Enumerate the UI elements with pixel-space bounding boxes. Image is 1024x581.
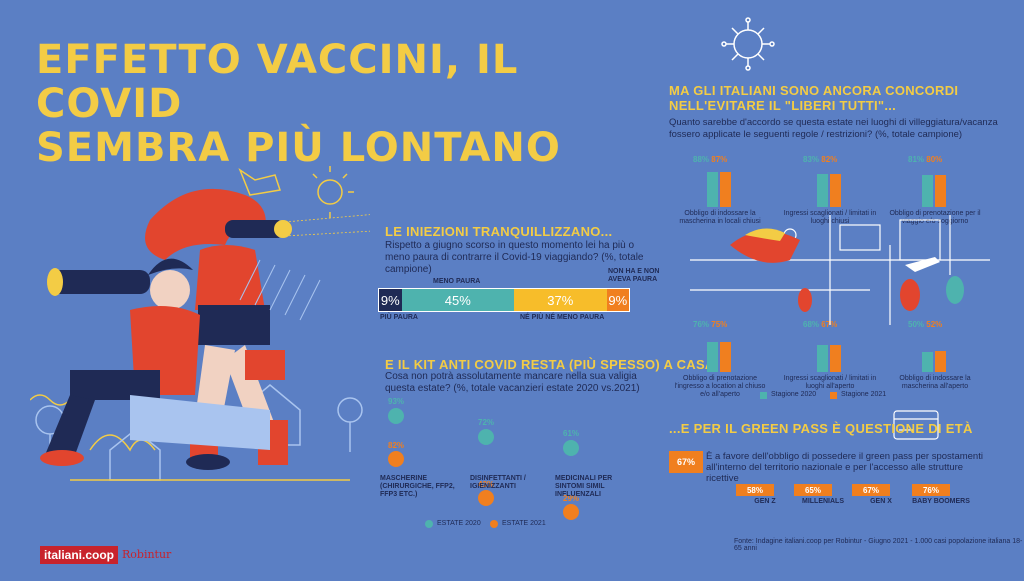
rules-values: 50% 52%: [908, 320, 943, 329]
legend-label-2021: ESTATE 2021: [502, 520, 546, 527]
rules-values: 76% 75%: [693, 320, 728, 329]
illustration-explorers: [30, 166, 370, 481]
rules-bar-2021: [830, 174, 841, 207]
kit-value-2021: 82%: [388, 441, 405, 450]
rules-legend-2020: Stagione 2020: [760, 391, 816, 399]
greenpass-group-label: GEN X: [870, 498, 892, 505]
kit-category-label: MASCHERINE (CHIRURGICHE, FFP2, FFP3 ETC.…: [380, 475, 455, 498]
rules-category-label: Obbligo di indossare la mascherina all'a…: [899, 375, 971, 390]
kit-legend-2020: ESTATE 2020: [425, 520, 481, 528]
rules-legend-2021: Stagione 2021: [830, 391, 886, 399]
rules-bar-2020: [922, 352, 933, 372]
greenpass-group-value: 58%: [736, 484, 774, 496]
rules-category-label: Obbligo di indossare la mascherina in lo…: [679, 210, 761, 225]
fear-stacked-bar: 9% 45% 37% 9%: [378, 288, 630, 312]
virus-icon: [721, 17, 775, 71]
kit-dot-2020: [478, 429, 494, 445]
greenpass-text: È a favore dell'obbligo di possedere il …: [706, 451, 983, 484]
rules-values: 81% 80%: [908, 155, 943, 164]
kit-dot-2020: [388, 408, 404, 424]
injections-question: Rispetto a giugno scorso in questo momen…: [385, 240, 644, 275]
kit-value-2020: 72%: [478, 418, 495, 427]
label-ne-piu-ne-meno: NÉ PIÙ NÉ MENO PAURA: [520, 314, 605, 321]
label-piu-paura: PIÙ PAURA: [380, 314, 418, 321]
kit-category-label: DISINFETTANTI / IGIENIZZANTI: [470, 475, 526, 490]
kit-value-2020: 93%: [388, 397, 405, 406]
rules-bar-2020: [922, 174, 933, 207]
greenpass-group-value: 76%: [912, 484, 950, 496]
legend-swatch-2020: [760, 391, 767, 399]
logo-italiani-coop: italiani.coop: [40, 546, 119, 564]
greenpass-heading: ...E PER IL GREEN PASS È QUESTIONE DI ET…: [669, 421, 973, 436]
kit-dot-2021: [563, 504, 579, 520]
kit-value-2020: 61%: [563, 429, 580, 438]
rules-question: Quanto sarebbe d'accordo se questa estat…: [669, 117, 998, 140]
fear-segment-3: 37%: [514, 289, 607, 311]
page-title: EFFETTO VACCINI, IL COVID SEMBRA PIÙ LON…: [36, 37, 561, 171]
kit-dot-2021: [388, 451, 404, 467]
kit-dot-2021: [478, 490, 494, 506]
map-illustration: [690, 215, 990, 325]
rules-values: 83% 82%: [803, 155, 838, 164]
kit-category-label: MEDICINALI PER SINTOMI SIMIL INFLUENZALI: [555, 475, 613, 498]
legend-label-season-2021: Stagione 2021: [841, 391, 887, 398]
rules-chart: 88% 87% Obbligo di indossare la mascherin…: [660, 150, 1000, 400]
label-meno-paura: MENO PAURA: [433, 278, 481, 285]
label-non-ha-paura: NON HA E NON AVEVA PAURA: [608, 268, 660, 283]
kit-chart: 93% 82% MASCHERINE (CHIRURGICHE, FFP2, FFP…: [380, 395, 650, 520]
fear-segment-2: 45%: [401, 289, 514, 311]
rules-heading: MA GLI ITALIANI SONO ANCORA CONCORDI NEL…: [669, 83, 959, 113]
kit-legend-2021: ESTATE 2021: [490, 520, 546, 528]
rules-bar-2020: [817, 173, 828, 207]
legend-dot-2020: [425, 520, 433, 528]
source-note: Fonte: Indagine italiani.coop per Robint…: [734, 538, 1023, 552]
greenpass-group-value: 67%: [852, 484, 890, 496]
rules-bar-2020: [707, 171, 718, 207]
rules-values: 88% 87%: [693, 155, 728, 164]
rules-category-label: Obbligo di prenotazione l'ingresso a loc…: [674, 375, 766, 398]
kit-heading: E IL KIT ANTI COVID RESTA (PIÙ SPESSO) A…: [385, 357, 715, 372]
legend-label-2020: ESTATE 2020: [437, 520, 481, 527]
logo-robintur: Robintur: [122, 548, 172, 561]
rules-bar-2021: [830, 345, 841, 372]
kit-value-2021: 43%: [478, 480, 495, 489]
rules-values: 68% 67%: [803, 320, 838, 329]
rules-category-label: Ingressi scaglionati / limitati in luogh…: [783, 375, 877, 390]
rules-bar-2021: [720, 342, 731, 372]
legend-dot-2021: [490, 520, 498, 528]
rules-bar-2020: [707, 341, 718, 372]
greenpass-group-value: 65%: [794, 484, 832, 496]
legend-swatch-2021: [830, 391, 837, 399]
fear-segment-4: 9%: [606, 289, 629, 311]
kit-question: Cosa non potrà assolutamente mancare nel…: [385, 371, 640, 394]
fear-segment-1: 9%: [379, 289, 402, 311]
injections-heading: LE INIEZIONI TRANQUILLIZZANO...: [385, 224, 613, 239]
card-icon: [893, 410, 939, 440]
greenpass-group-label: GEN Z: [754, 498, 776, 505]
rules-bar-2021: [720, 172, 731, 207]
rules-category-label: Obbligo di prenotazione per il viaggio e…: [889, 210, 981, 225]
greenpass-group-label: MILLENIALS: [802, 498, 844, 505]
greenpass-group-label: BABY BOOMERS: [912, 498, 970, 505]
greenpass-total: 67%: [669, 451, 703, 473]
greenpass-groups: 58% GEN Z 65% MILLENIALS 67% GEN X 76% BABY BOO…: [736, 484, 996, 514]
rules-bar-2021: [935, 351, 946, 372]
legend-label-season-2020: Stagione 2020: [771, 391, 817, 398]
kit-value-2021: 29%: [563, 494, 580, 503]
rules-bar-2021: [935, 175, 946, 207]
rules-bar-2020: [817, 344, 828, 372]
kit-dot-2020: [563, 440, 579, 456]
